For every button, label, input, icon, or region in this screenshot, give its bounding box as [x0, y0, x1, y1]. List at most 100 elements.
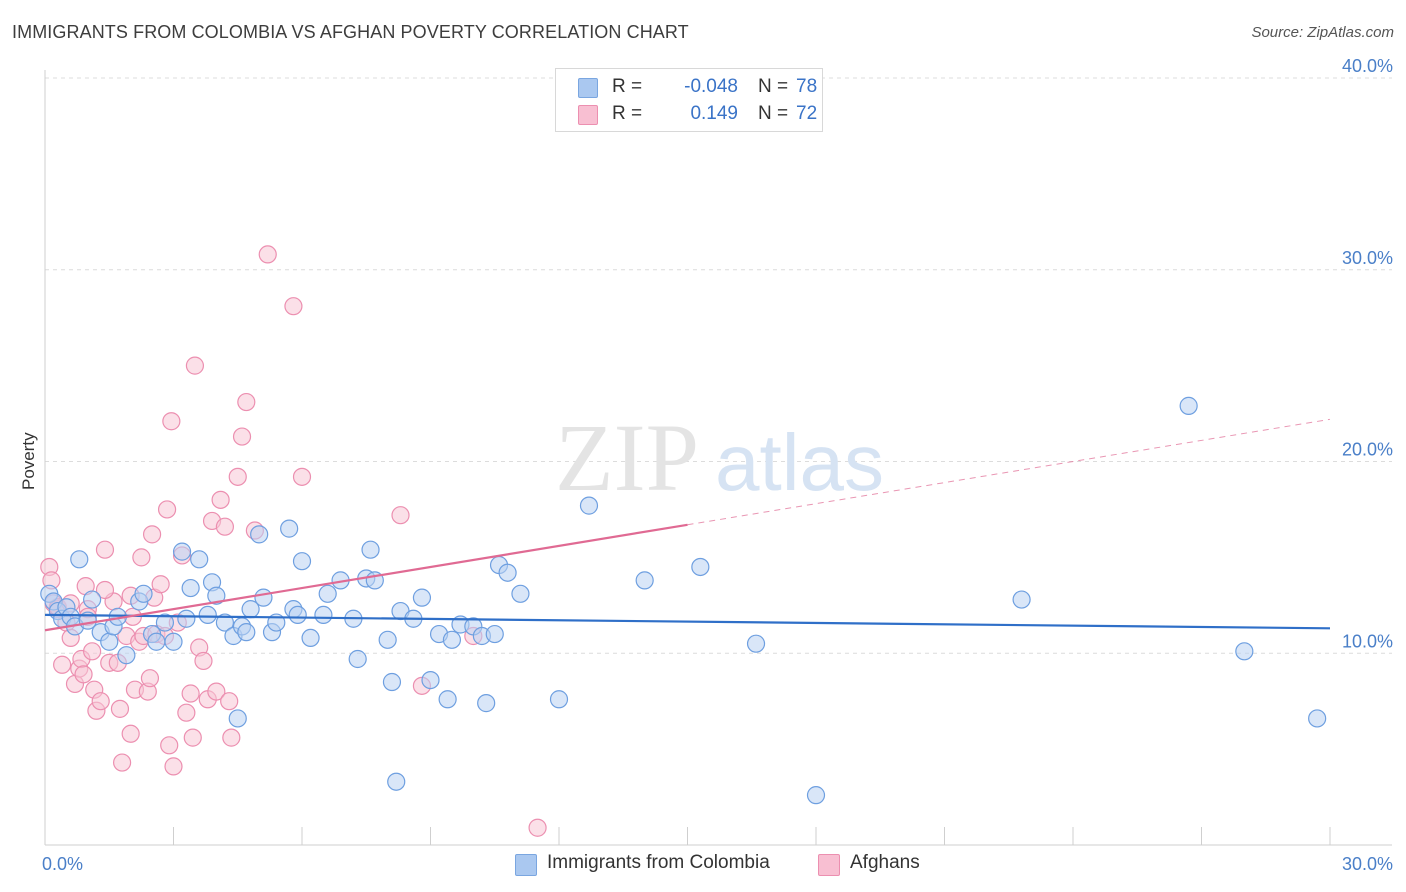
- colombia-point: [100, 632, 119, 651]
- source-label: Source: ZipAtlas.com: [1251, 24, 1394, 41]
- colombia-point: [164, 632, 183, 651]
- legend-r-label: R =: [612, 76, 643, 97]
- colombia-point: [314, 605, 333, 625]
- colombia-point: [1012, 590, 1031, 609]
- afghans-point: [142, 525, 162, 544]
- colombia-trend-line: [44, 613, 1331, 630]
- afghans-point: [228, 467, 247, 486]
- colombia-point: [207, 586, 226, 605]
- colombia-point: [421, 670, 440, 690]
- colombia-point: [348, 649, 367, 669]
- colombia-point: [378, 630, 397, 649]
- afghans-point: [164, 757, 183, 776]
- watermark-atlas: atlas: [715, 418, 884, 507]
- legend-label-afghans: Afghans: [850, 852, 920, 873]
- colombia-point: [301, 628, 320, 648]
- afghans-point: [121, 724, 140, 743]
- colombia-point: [318, 584, 337, 603]
- afghans-point: [151, 575, 170, 594]
- afghans-point: [194, 651, 213, 671]
- afghans-point: [391, 506, 410, 525]
- colombia-point: [177, 609, 196, 628]
- colombia-point: [198, 605, 217, 625]
- afghans-point: [53, 655, 72, 674]
- afghans-point: [181, 684, 200, 703]
- afghans-trend-line: [44, 523, 688, 632]
- legend-label-colombia: Immigrants from Colombia: [547, 852, 770, 873]
- colombia-point: [635, 571, 654, 590]
- afghans-point: [140, 669, 160, 688]
- afghans-point: [157, 500, 177, 519]
- colombia-point: [172, 542, 192, 561]
- colombia-point: [579, 496, 599, 515]
- afghans-point: [110, 699, 130, 718]
- x-tick-label: 0.0%: [42, 854, 83, 874]
- legend-r-value: -0.048: [684, 76, 738, 97]
- afghans-point: [183, 728, 202, 747]
- colombia-point: [511, 584, 530, 603]
- colombia-point: [250, 525, 269, 544]
- legend-swatch-afghans: [818, 854, 840, 876]
- afghans-point: [185, 356, 205, 375]
- legend-swatch-colombia: [578, 78, 598, 98]
- legend-r-label: R =: [612, 103, 643, 124]
- y-tick-label: 30.0%: [1342, 248, 1393, 268]
- y-axis-label: Poverty: [19, 432, 38, 490]
- afghans-point: [95, 540, 115, 559]
- legend-n-label: N =: [758, 103, 789, 124]
- afghans-point: [232, 427, 252, 446]
- colombia-point: [549, 690, 569, 709]
- y-tick-label: 20.0%: [1342, 440, 1393, 460]
- legend-n-value: 78: [796, 76, 818, 97]
- colombia-point: [485, 624, 504, 644]
- afghans-point: [220, 692, 239, 711]
- colombia-point: [387, 772, 406, 791]
- colombia-point: [498, 563, 517, 582]
- y-tick-label: 10.0%: [1342, 631, 1393, 651]
- colombia-point: [691, 557, 710, 577]
- chart-title: IMMIGRANTS FROM COLOMBIA VS AFGHAN POVER…: [12, 22, 689, 42]
- afghans-point: [215, 517, 234, 536]
- zipatlas-watermark: ZIP atlas: [555, 404, 884, 511]
- trend-lines: [44, 418, 1331, 632]
- legend-n-value: 72: [796, 103, 818, 124]
- colombia-point: [288, 605, 307, 625]
- colombia-points: [40, 396, 1327, 805]
- colombia-point: [438, 690, 457, 709]
- afghans-point: [112, 753, 132, 772]
- grid-lines: [45, 77, 1392, 654]
- colombia-point: [117, 646, 136, 665]
- legend-swatch-afghans: [578, 105, 598, 125]
- afghans-point: [207, 682, 226, 701]
- colombia-point: [70, 550, 89, 569]
- colombia-point: [215, 613, 234, 632]
- afghans-point: [284, 297, 303, 316]
- colombia-point: [292, 552, 312, 571]
- colombia-point: [134, 584, 153, 603]
- colombia-point: [228, 709, 247, 728]
- afghans-point: [177, 703, 196, 722]
- colombia-point: [746, 634, 766, 653]
- colombia-point: [477, 694, 496, 713]
- afghans-point: [528, 818, 547, 837]
- legend-swatch-colombia: [515, 854, 537, 876]
- colombia-point: [155, 613, 175, 632]
- colombia-point: [280, 519, 299, 538]
- axes: [44, 70, 1392, 846]
- colombia-point: [412, 588, 432, 607]
- afghans-point: [83, 642, 102, 661]
- legend-r-value: 0.149: [690, 103, 738, 124]
- afghans-point: [222, 728, 241, 747]
- x-tick-label: 30.0%: [1342, 854, 1393, 874]
- colombia-point: [190, 550, 209, 569]
- colombia-point: [442, 630, 462, 649]
- afghans-point: [95, 580, 115, 600]
- afghans-trend-extension: [687, 418, 1331, 526]
- stats-legend: R = -0.048 N = 78 R = 0.149 N = 72: [555, 68, 823, 132]
- afghans-point: [74, 665, 93, 684]
- afghans-point: [160, 736, 179, 755]
- colombia-point: [1235, 642, 1254, 661]
- afghans-point: [292, 467, 312, 486]
- colombia-point: [83, 590, 102, 609]
